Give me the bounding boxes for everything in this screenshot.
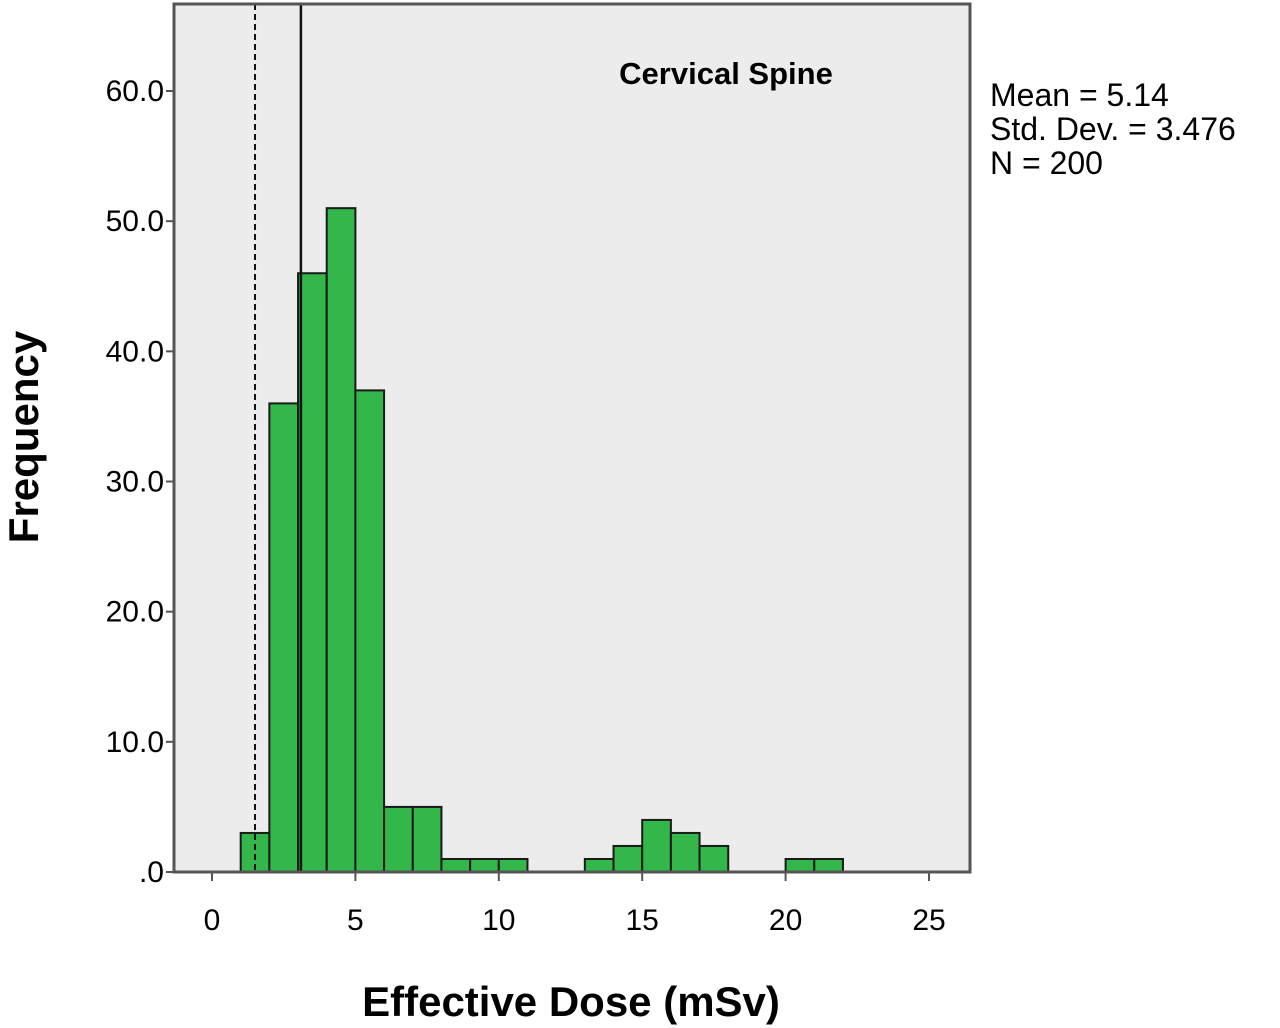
x-tick-label: 5: [347, 904, 364, 937]
histogram-bar: [669, 831, 701, 874]
histogram-bar: [497, 857, 529, 874]
histogram-bar: [383, 805, 414, 874]
y-tick-label: 40.0: [106, 335, 164, 368]
chart-title: Cervical Spine: [619, 56, 833, 91]
x-tick-label: 10: [482, 904, 515, 937]
histogram-bar: [641, 818, 672, 874]
histogram-bar: [583, 857, 615, 874]
y-tick-label: .0: [139, 856, 164, 889]
y-tick-label: 50.0: [106, 205, 164, 238]
y-axis-title: Frequency: [0, 330, 47, 543]
reference-lines: [254, 4, 303, 872]
y-tick-label: 60.0: [106, 75, 164, 108]
histogram-bar: [411, 805, 443, 874]
x-axis-title: Effective Dose (mSv): [362, 978, 780, 1025]
bars-layer: [239, 207, 844, 874]
stats-box: Mean = 5.14 Std. Dev. = 3.476 N = 200: [990, 77, 1236, 181]
stats-mean: Mean = 5.14: [990, 77, 1169, 113]
plot-frame: [172, 2, 972, 874]
x-tick-label: 0: [204, 904, 221, 937]
histogram-bar: [469, 857, 500, 874]
y-tick-label: 20.0: [106, 596, 164, 629]
x-axis: 0 5 10 15 20 25: [204, 872, 946, 937]
histogram-bar: [784, 857, 816, 874]
histogram-bar: [268, 402, 300, 873]
y-axis: .0 10.0 20.0 30.0 40.0 50.0 60.0: [106, 75, 174, 889]
y-tick-label: 30.0: [106, 466, 164, 499]
x-tick-label: 15: [626, 904, 659, 937]
stats-std-dev: Std. Dev. = 3.476: [990, 111, 1236, 147]
histogram-bar: [440, 857, 472, 874]
y-tick-label: 10.0: [106, 726, 164, 759]
histogram-bar: [297, 272, 328, 873]
x-tick-label: 20: [769, 904, 802, 937]
histogram-bar: [813, 857, 844, 874]
histogram-bar: [698, 844, 730, 874]
x-tick-label: 25: [912, 904, 945, 937]
stats-n: N = 200: [990, 145, 1103, 181]
histogram-bar: [612, 844, 644, 874]
histogram-bar: [325, 207, 357, 873]
histogram-bar: [354, 389, 386, 873]
